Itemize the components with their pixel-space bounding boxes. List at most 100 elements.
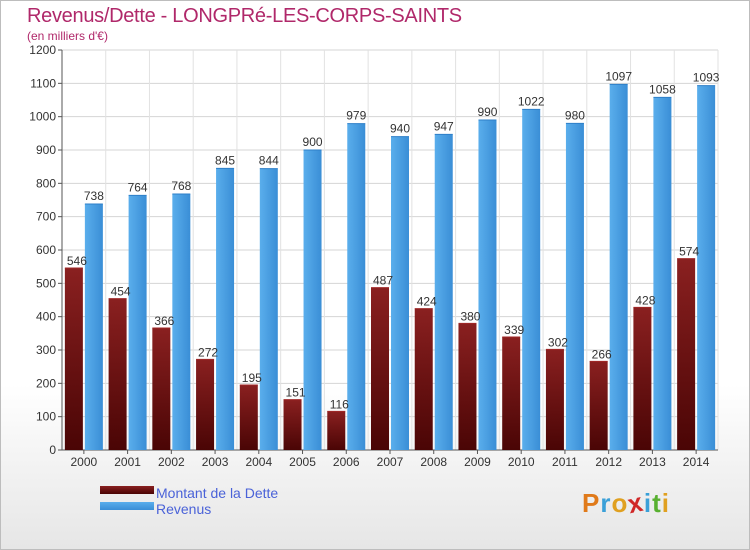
logo-letter: P: [582, 488, 601, 518]
bar-revenus: [128, 195, 147, 450]
data-label-revenus: 1093: [693, 71, 720, 85]
bar-dette: [502, 337, 521, 450]
bar-revenus: [347, 123, 366, 451]
bar-dette: [239, 385, 258, 450]
bar-dette: [677, 258, 696, 450]
legend-label-revenus: Revenus: [156, 501, 212, 517]
bar-dette: [283, 399, 302, 450]
data-label-dette: 151: [286, 386, 306, 400]
data-label-dette: 424: [417, 295, 437, 309]
data-label-revenus: 940: [390, 122, 410, 136]
data-label-revenus: 1058: [649, 82, 676, 96]
bars: [64, 83, 716, 451]
y-tick-label: 1200: [29, 43, 56, 57]
data-label-dette: 266: [592, 347, 612, 361]
y-tick-label: 0: [49, 443, 56, 457]
bar-revenus: [303, 150, 322, 450]
data-label-revenus: 764: [128, 180, 148, 194]
logo-letter: i: [643, 488, 653, 518]
x-tick-label: 2003: [202, 455, 229, 469]
bar-dette: [545, 349, 564, 450]
y-tick-label: 600: [36, 243, 56, 257]
data-label-dette: 272: [198, 345, 218, 359]
data-label-revenus: 947: [434, 119, 454, 133]
y-tick-label: 200: [36, 376, 56, 390]
logo-letter: t: [652, 488, 662, 518]
data-label-dette: 574: [679, 245, 699, 259]
data-label-dette: 302: [548, 335, 568, 349]
data-label-revenus: 738: [84, 189, 104, 203]
bar-revenus: [216, 168, 235, 451]
bar-revenus: [84, 204, 103, 450]
data-label-dette: 366: [154, 314, 174, 328]
data-label-dette: 546: [67, 254, 87, 268]
x-tick-label: 2005: [289, 455, 316, 469]
data-label-dette: 339: [504, 323, 524, 337]
y-tick-label: 500: [36, 276, 56, 290]
x-tick-label: 2000: [71, 455, 98, 469]
data-label-dette: 195: [242, 371, 262, 385]
data-label-revenus: 990: [477, 105, 497, 119]
axes: 0 100 200 300 400 500 600 700 800 900 1000 1100 1200…: [29, 43, 718, 469]
bar-dette: [196, 359, 215, 450]
bar-dette: [414, 308, 433, 450]
x-tick-label: 2001: [114, 455, 141, 469]
bar-revenus: [697, 85, 716, 451]
y-tick-label: 400: [36, 310, 56, 324]
bar-dette: [64, 268, 83, 450]
bar-dette: [589, 361, 608, 450]
grid-lines: [61, 49, 719, 451]
x-tick-label: 2013: [639, 455, 666, 469]
chart-title: Revenus/Dette - LONGPRé-LES-CORPS-SAINTS: [27, 5, 462, 27]
y-tick-label: 900: [36, 143, 56, 157]
data-label-revenus: 845: [215, 153, 235, 167]
data-label-revenus: 844: [259, 154, 279, 168]
logo-letter: r: [600, 488, 612, 518]
logo-letter: o: [611, 488, 629, 518]
x-tick-label: 2006: [333, 455, 360, 469]
data-label-dette: 380: [460, 309, 480, 323]
x-tick-label: 2011: [552, 455, 578, 469]
bar-dette: [371, 287, 389, 450]
bar-dette: [633, 307, 652, 450]
data-label-revenus: 1097: [605, 69, 632, 83]
x-tick-label: 2009: [464, 455, 491, 469]
logo-letter: i: [661, 488, 670, 518]
data-label-dette: 116: [330, 397, 349, 411]
bar-revenus: [609, 84, 628, 450]
data-label-revenus: 900: [303, 135, 323, 149]
legend-swatch-revenus: [100, 502, 154, 510]
y-tick-label: 1100: [30, 76, 56, 90]
bar-dette: [152, 328, 171, 450]
x-tick-label: 2002: [158, 455, 185, 469]
data-label-revenus: 1022: [518, 94, 545, 108]
bar-revenus: [391, 136, 409, 450]
y-tick-label: 100: [36, 410, 56, 424]
bar-revenus: [434, 134, 453, 451]
data-label-revenus: 768: [171, 179, 191, 193]
x-tick-label: 2012: [595, 455, 622, 469]
x-tick-label: 2014: [683, 455, 710, 469]
y-tick-label: 800: [36, 176, 56, 190]
y-tick-label: 1000: [29, 110, 56, 124]
x-tick-label: 2008: [420, 455, 447, 469]
data-label-dette: 487: [373, 274, 393, 288]
data-labels: 546 738 454 764 366 768 272 845 195 844 151 900 116 9…: [67, 69, 720, 411]
bar-dette: [458, 323, 477, 450]
x-tick-label: 2010: [508, 455, 535, 469]
bar-dette: [327, 411, 346, 450]
y-tick-label: 700: [36, 210, 56, 224]
chart-subtitle: (en milliers d'€): [27, 29, 108, 43]
y-tick-label: 300: [36, 343, 56, 357]
proxiti-logo: Proxiti: [582, 487, 670, 520]
bar-revenus: [172, 194, 191, 450]
data-label-dette: 454: [111, 285, 131, 299]
bar-revenus: [565, 123, 584, 450]
legend-label-dette: Montant de la Dette: [156, 485, 279, 501]
bar-revenus: [653, 97, 672, 450]
legend-swatch-dette: [100, 486, 154, 494]
data-label-dette: 428: [635, 293, 655, 307]
data-label-revenus: 979: [346, 109, 366, 123]
x-tick-label: 2004: [245, 455, 272, 469]
